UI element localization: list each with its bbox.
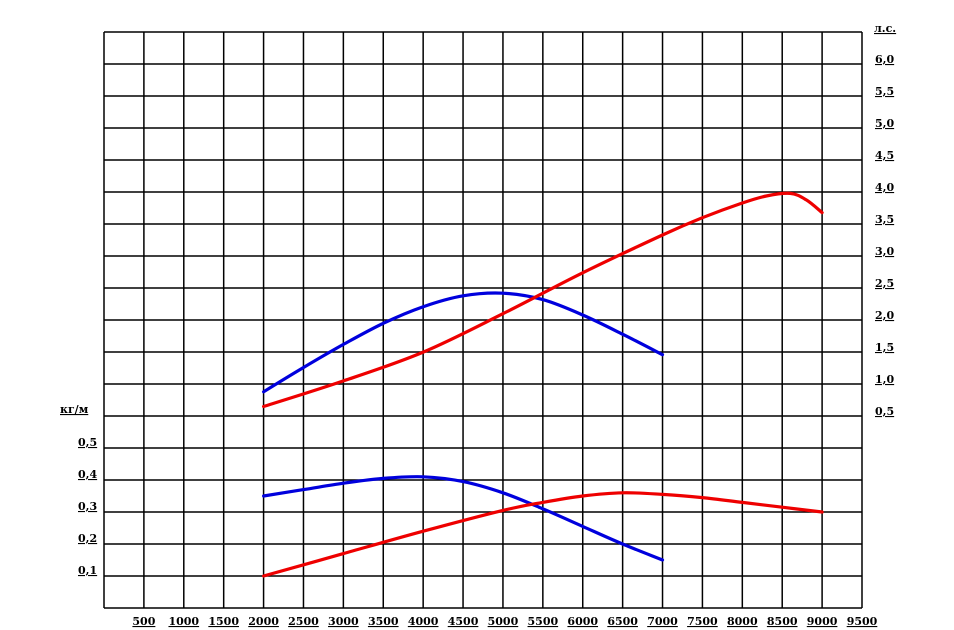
torque-curve-red: [262, 491, 824, 578]
x-tick-label: 8500: [767, 615, 798, 628]
x-tick-label: 1000: [168, 615, 199, 628]
left-axis-ticks: 0,5 0,4 0,3 0,2 0,1: [78, 436, 97, 577]
right-tick-label: 1,0: [875, 373, 894, 386]
right-axis-ticks: 6,0 5,5 5,0 4,5 4,0 3,5 3,0 2,5 2,0 1,5 1,0 0,5: [875, 53, 894, 418]
power-curve-red: [262, 191, 824, 409]
x-tick-label: 5000: [488, 615, 519, 628]
x-tick-label: 7000: [647, 615, 678, 628]
x-tick-label: 1500: [208, 615, 239, 628]
x-tick-label: 8000: [727, 615, 758, 628]
left-tick-label: 0,1: [78, 564, 97, 577]
x-tick-label: 7500: [687, 615, 718, 628]
x-tick-label: 6500: [607, 615, 638, 628]
chart-grid: [103, 31, 863, 609]
right-tick-label: 1,5: [875, 341, 894, 354]
right-tick-label: 5,5: [875, 85, 894, 98]
right-tick-label: 5,0: [875, 117, 894, 130]
x-tick-label: 3000: [328, 615, 359, 628]
left-tick-label: 0,5: [78, 436, 97, 449]
x-tick-label: 5500: [528, 615, 559, 628]
right-tick-label: 2,0: [875, 309, 894, 322]
x-tick-label: 500: [132, 615, 155, 628]
left-tick-label: 0,4: [78, 468, 97, 481]
right-tick-label: 2,5: [875, 277, 894, 290]
x-tick-label: 2000: [248, 615, 279, 628]
x-axis-ticks: 500 1000 1500 2000 2500 3000 3500 4000 4500 5000 5…: [132, 615, 877, 628]
chart-series: [262, 191, 824, 578]
right-axis-label: л.с.: [874, 22, 896, 35]
torque-curve-blue: [262, 475, 665, 562]
right-tick-label: 4,0: [875, 181, 894, 194]
power-curve-blue: [262, 291, 665, 394]
left-axis-label: кг/м: [60, 403, 89, 416]
x-tick-label: 2500: [288, 615, 319, 628]
left-tick-label: 0,2: [78, 532, 97, 545]
x-tick-label: 3500: [368, 615, 399, 628]
right-tick-label: 4,5: [875, 149, 894, 162]
x-tick-label: 4500: [448, 615, 479, 628]
right-tick-label: 3,0: [875, 245, 894, 258]
x-tick-label: 9000: [807, 615, 838, 628]
right-tick-label: 0,5: [875, 405, 894, 418]
x-tick-label: 9500: [847, 615, 878, 628]
x-tick-label: 4000: [408, 615, 439, 628]
right-tick-label: 3,5: [875, 213, 894, 226]
left-tick-label: 0,3: [78, 500, 97, 513]
right-tick-label: 6,0: [875, 53, 894, 66]
x-tick-label: 6000: [567, 615, 598, 628]
